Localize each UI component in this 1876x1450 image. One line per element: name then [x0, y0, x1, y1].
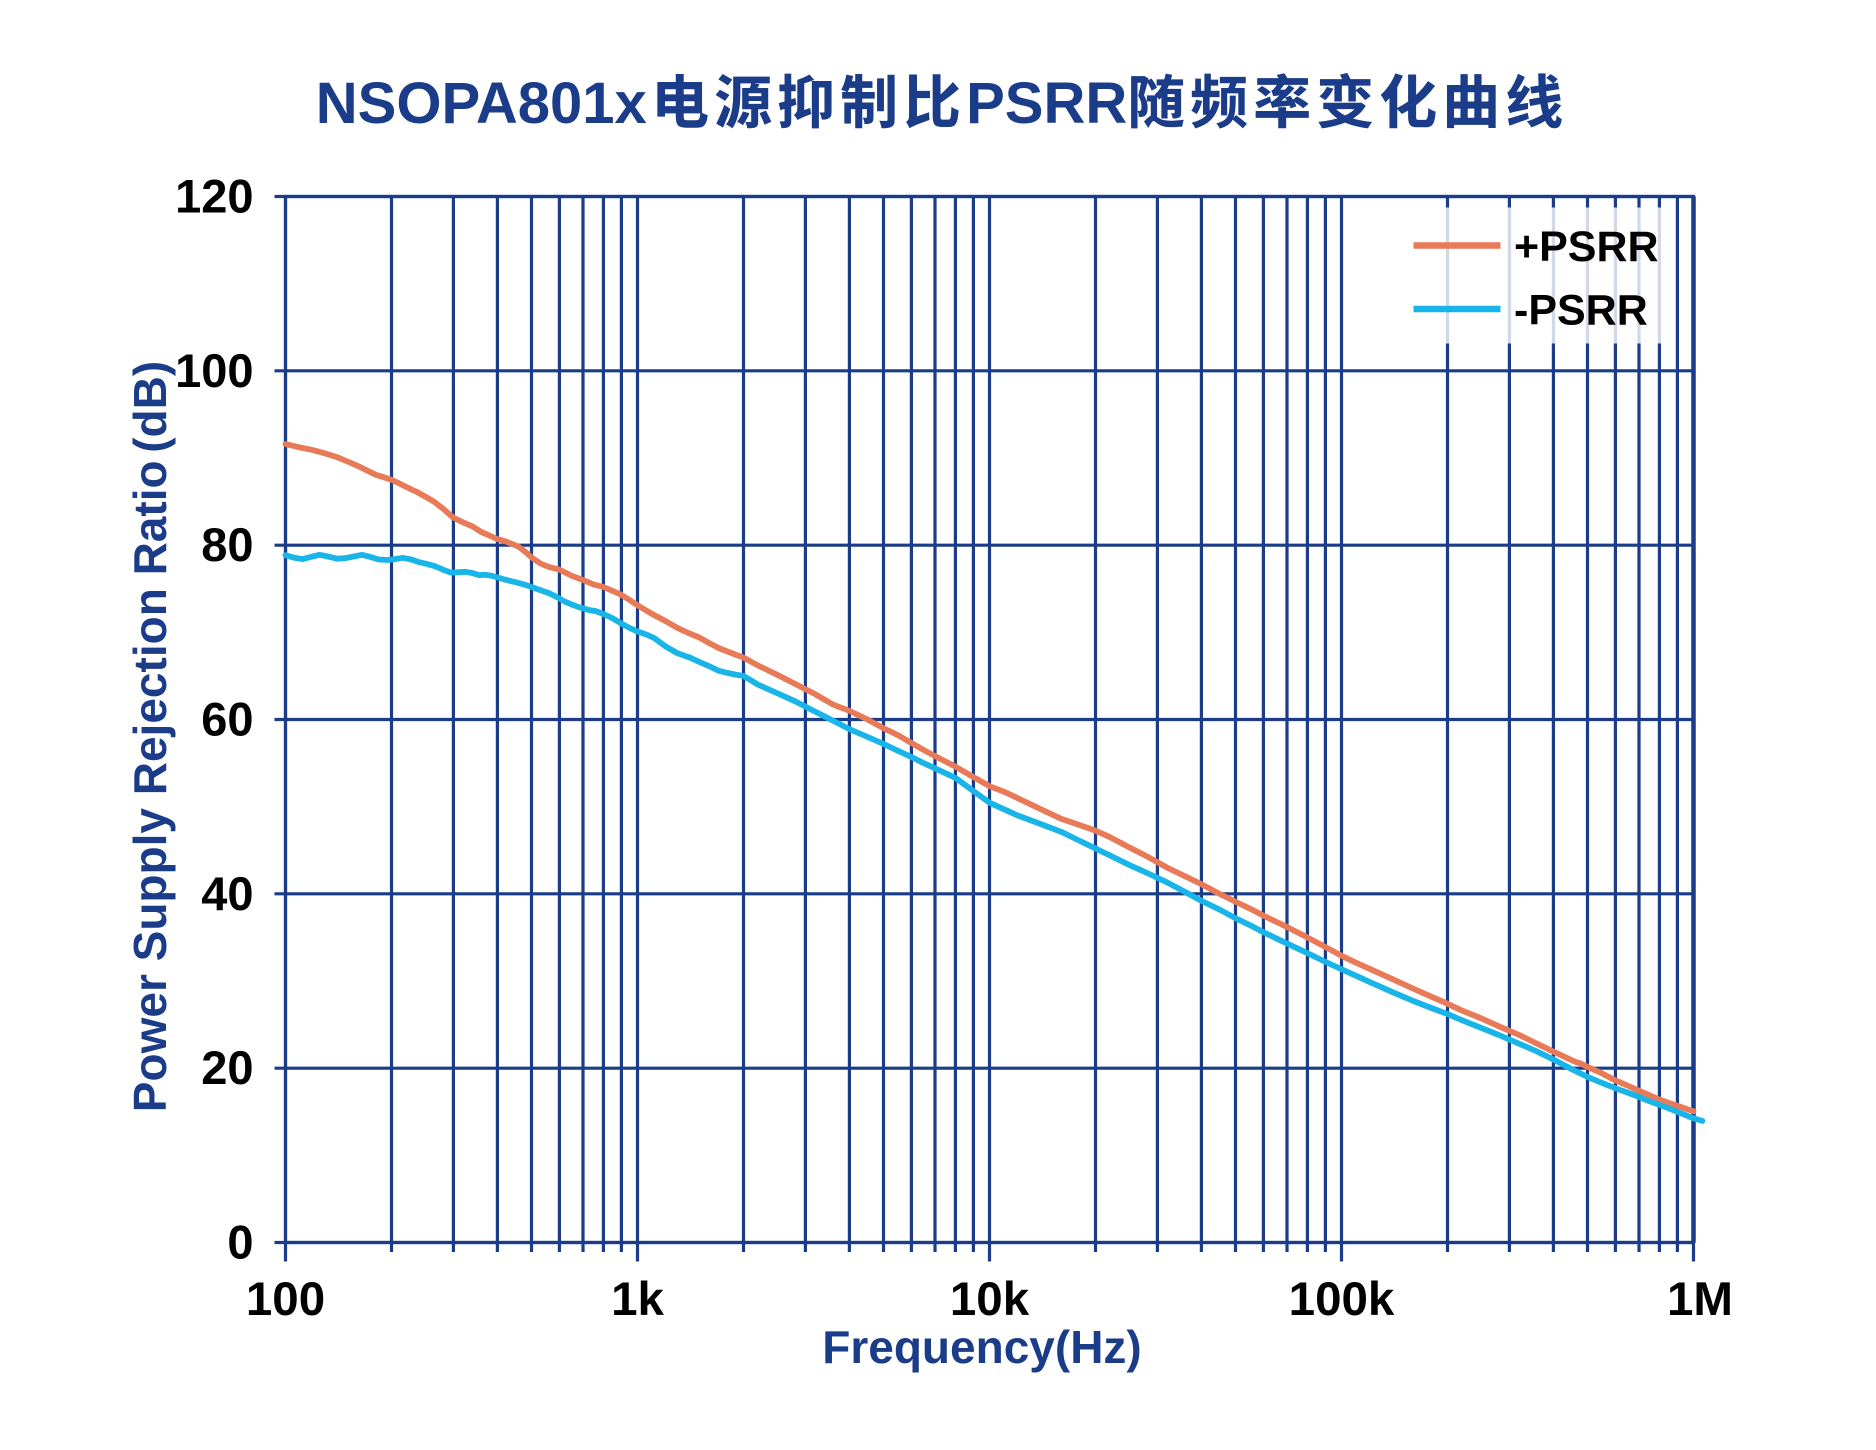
svg-text:40: 40 — [201, 867, 253, 920]
svg-text:+PSRR: +PSRR — [1514, 223, 1659, 271]
svg-text:100: 100 — [246, 1273, 325, 1326]
svg-text:PSRR: PSRR — [966, 71, 1127, 136]
svg-text:100: 100 — [175, 344, 253, 397]
svg-text:20: 20 — [201, 1041, 253, 1094]
svg-text:100k: 100k — [1289, 1273, 1395, 1326]
svg-text:-PSRR: -PSRR — [1514, 287, 1648, 335]
svg-text:80: 80 — [201, 518, 253, 571]
svg-text:0: 0 — [227, 1216, 253, 1269]
svg-text:1k: 1k — [611, 1273, 664, 1326]
svg-text:1M: 1M — [1667, 1273, 1733, 1326]
svg-text:NSOPA801x: NSOPA801x — [316, 71, 647, 136]
svg-text:Frequency(Hz): Frequency(Hz) — [822, 1321, 1141, 1373]
svg-text:120: 120 — [175, 170, 253, 223]
svg-text:10k: 10k — [950, 1273, 1030, 1326]
svg-text:Power Supply Rejection Ratio (: Power Supply Rejection Ratio (dB) — [124, 361, 176, 1112]
svg-text:60: 60 — [201, 693, 253, 746]
